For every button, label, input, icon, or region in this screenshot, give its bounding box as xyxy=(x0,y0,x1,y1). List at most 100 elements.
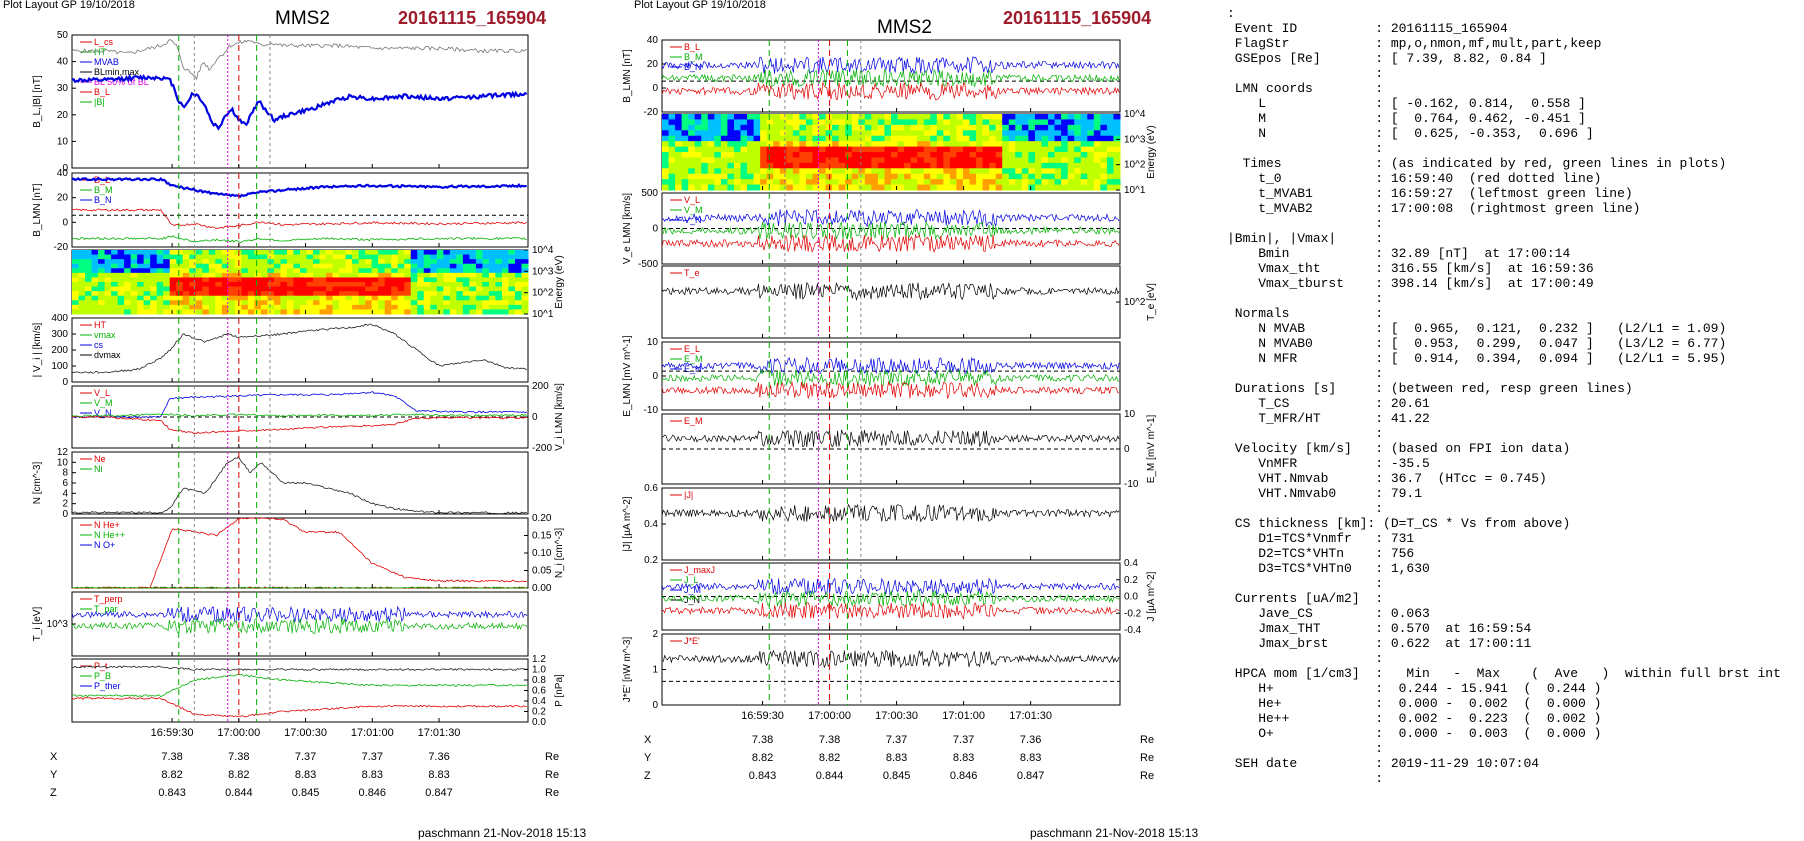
heatmap-cell xyxy=(143,259,151,265)
heatmap-cell xyxy=(871,162,879,169)
heatmap-cell xyxy=(169,282,177,288)
heatmap-cell xyxy=(766,119,774,126)
heatmap-cell xyxy=(371,304,379,310)
heatmap-cell xyxy=(1041,130,1049,137)
heatmap-cell xyxy=(254,291,262,297)
y-tick-label: 200 xyxy=(51,345,68,356)
heatmap-cell xyxy=(694,162,702,169)
heatmap-cell xyxy=(104,250,112,256)
heatmap-cell xyxy=(727,141,735,148)
heatmap-cell xyxy=(832,157,840,164)
heatmap-cell xyxy=(760,173,768,180)
heatmap-cell xyxy=(727,135,735,142)
heatmap-cell xyxy=(72,304,80,310)
y-tick-label: 0.4 xyxy=(644,519,658,530)
heatmap-cell xyxy=(779,157,787,164)
heatmap-cell xyxy=(1100,124,1108,131)
heatmap-cell xyxy=(1106,119,1114,126)
heatmap-cell xyxy=(838,114,846,120)
heatmap-cell xyxy=(727,184,735,191)
heatmap-cell xyxy=(877,173,885,180)
series-line xyxy=(661,649,1120,669)
heatmap-cell xyxy=(371,282,379,288)
time-tick-label: 16:59:30 xyxy=(741,710,784,722)
heatmap-cell xyxy=(286,268,294,274)
heatmap-cell xyxy=(91,272,99,278)
heatmap-cell xyxy=(293,254,301,260)
heatmap-cell xyxy=(995,162,1003,169)
heatmap-cell xyxy=(871,130,879,137)
summary-line: VnMFR : -35.5 xyxy=(1227,456,1430,471)
heatmap-cell xyxy=(488,300,496,306)
heatmap-cell xyxy=(156,250,164,256)
heatmap-cell xyxy=(819,141,827,148)
heatmap-cell xyxy=(733,173,742,180)
heatmap-cell xyxy=(521,259,529,265)
heatmap-cell xyxy=(293,309,301,315)
coord-value: 8.83 xyxy=(362,769,383,781)
heatmap-cell xyxy=(195,304,203,310)
heatmap-cell xyxy=(300,300,308,306)
heatmap-cell xyxy=(995,130,1003,137)
heatmap-cell xyxy=(111,268,119,274)
summary-line: : xyxy=(1227,771,1384,786)
heatmap-cell xyxy=(410,286,418,292)
heatmap-cell xyxy=(851,179,859,186)
heatmap-cell xyxy=(707,141,715,148)
panel-right-4: 10^2 T_e [eV]T_e xyxy=(661,265,1157,339)
heatmap-cell xyxy=(694,157,702,164)
heatmap-cell xyxy=(293,282,301,288)
summary-line: GSEpos [Re] : [ 7.39, 8.82, 0.84 ] xyxy=(1227,51,1547,66)
heatmap-cell xyxy=(378,272,386,278)
heatmap-cell xyxy=(449,250,457,256)
heatmap-cell xyxy=(273,282,281,288)
time-tick-label: 17:01:00 xyxy=(942,710,985,722)
heatmap-cell xyxy=(254,304,262,310)
heatmap-cell xyxy=(1054,119,1062,126)
heatmap-cell xyxy=(904,184,912,191)
series-line xyxy=(71,517,527,589)
heatmap-cell xyxy=(501,268,509,274)
y-tick-label: 0 xyxy=(1124,444,1130,455)
heatmap-cell xyxy=(747,141,755,148)
heatmap-cell xyxy=(681,119,689,126)
heatmap-cell xyxy=(104,254,112,260)
heatmap-cell xyxy=(482,254,490,260)
heatmap-cell xyxy=(85,272,93,278)
heatmap-cell xyxy=(982,173,990,180)
heatmap-cell xyxy=(871,152,879,158)
heatmap-cell xyxy=(917,146,925,153)
y-axis-label: Energy (eV) xyxy=(1146,125,1157,178)
heatmap-cell xyxy=(352,295,360,301)
y-tick-label: 10^1 xyxy=(1124,185,1146,196)
heatmap-cell xyxy=(799,130,807,137)
y-tick-label: 0.6 xyxy=(532,686,546,697)
heatmap-cell xyxy=(241,259,249,265)
heatmap-cell xyxy=(1113,135,1121,142)
heatmap-cell xyxy=(358,304,366,310)
heatmap-cell xyxy=(675,168,683,175)
heatmap-cell xyxy=(443,291,451,297)
heatmap-cell xyxy=(521,286,529,292)
heatmap-cell xyxy=(845,168,853,175)
heatmap-cell xyxy=(85,259,93,265)
heatmap-cell xyxy=(475,268,483,274)
heatmap-cell xyxy=(430,250,438,256)
heatmap-cell xyxy=(358,277,366,283)
y-tick-label: 400 xyxy=(51,313,68,324)
heatmap-cell xyxy=(1054,168,1062,175)
heatmap-cell xyxy=(884,114,892,120)
heatmap-cell xyxy=(936,135,944,142)
heatmap-cell xyxy=(352,282,360,288)
heatmap-cell xyxy=(267,272,275,278)
summary-line: L : [ -0.162, 0.814, 0.558 ] xyxy=(1227,96,1586,111)
heatmap-cell xyxy=(124,300,132,306)
heatmap-cell xyxy=(339,254,347,260)
summary-line: H+ : 0.244 - 15.941 ( 0.244 ) xyxy=(1227,681,1602,696)
heatmap-cell xyxy=(956,141,964,148)
heatmap-cell xyxy=(397,309,405,315)
